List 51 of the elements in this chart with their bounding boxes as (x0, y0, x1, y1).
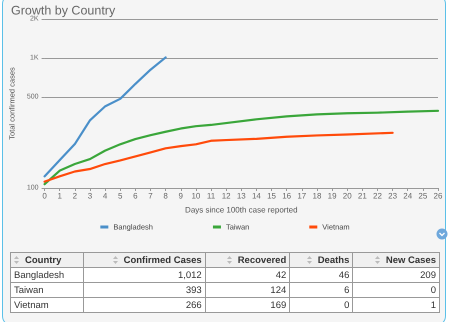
x-tick-label: 6 (133, 192, 138, 200)
x-tick-label: 0 (42, 192, 48, 200)
x-tick-label: 4 (102, 192, 108, 200)
x-tick-label: 13 (236, 192, 246, 200)
data-label: 169 (205, 298, 290, 312)
text: Country (10, 252, 84, 268)
x-tick-label: 24 (403, 192, 413, 200)
x-axis-title: Days since 100th case reported (185, 206, 298, 214)
x-tick-label: 3 (88, 192, 93, 200)
x-tick-label: 25 (418, 192, 428, 200)
x-tick-label: 18 (312, 192, 322, 200)
data-label: 6 (290, 282, 353, 298)
x-tick-label: 11 (206, 192, 216, 200)
data-label: 0 (290, 298, 353, 312)
data-label: 46 (290, 268, 353, 282)
data-label: 1 (352, 298, 440, 312)
text: Deaths (290, 252, 353, 268)
x-tick-label: 22 (373, 192, 382, 200)
x-tick-label: 26 (434, 192, 443, 200)
data-label: 393 (83, 282, 206, 298)
data-label: 266 (83, 298, 206, 312)
category-label: Bangladesh (10, 268, 84, 282)
x-tick-label: 10 (191, 192, 201, 200)
x-tick-label: 14 (252, 192, 262, 200)
x-tick-label: 8 (163, 192, 168, 200)
series-label: Confirmed Cases (83, 252, 206, 268)
data-label: 1,012 (83, 268, 206, 282)
line-series (43, 110, 440, 186)
x-tick-label: 7 (148, 192, 154, 200)
x-tick-label: 16 (282, 192, 292, 200)
data-label: 0 (352, 282, 440, 298)
text: New Cases (352, 252, 440, 268)
x-tick-label: 1 (57, 192, 62, 200)
x-tick-label: 20 (342, 192, 352, 200)
data-label: 124 (205, 282, 290, 298)
x-tick-label: 23 (388, 192, 398, 200)
line-series (43, 132, 394, 183)
data-label: 42 (205, 268, 290, 282)
x-tick-label: 12 (222, 192, 232, 200)
category-label: Vietnam (10, 298, 84, 312)
x-tick-label: 5 (118, 192, 124, 200)
data-label: 209 (352, 268, 440, 282)
x-tick-label: 21 (358, 192, 368, 200)
x-tick-label: 2 (72, 192, 78, 200)
category-label: Taiwan (10, 282, 84, 298)
line-series (43, 56, 167, 178)
text: Recovered (205, 252, 290, 268)
x-tick-label: 19 (328, 192, 338, 200)
x-tick-label: 17 (297, 192, 307, 200)
x-tick-label: 15 (267, 192, 277, 200)
x-tick-label: 9 (178, 192, 184, 200)
